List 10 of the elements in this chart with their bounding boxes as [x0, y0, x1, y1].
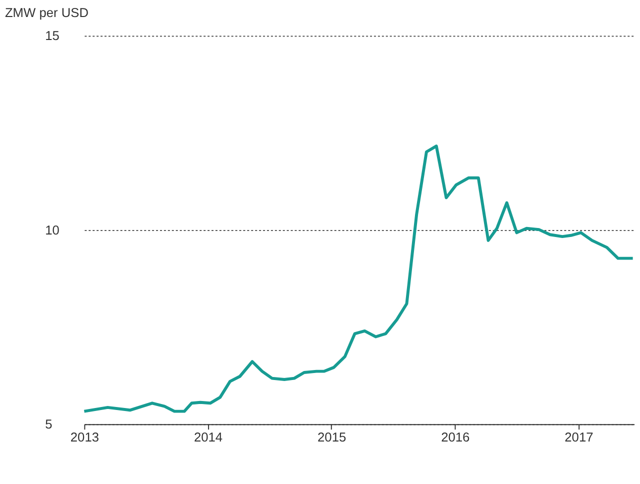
- y-tick-label: 5: [45, 416, 52, 432]
- x-tick-label: 2014: [194, 429, 223, 444]
- y-tick-label: 15: [45, 28, 60, 44]
- x-tick-label: 2016: [441, 429, 470, 444]
- x-tick-label: 2013: [70, 429, 100, 444]
- x-tick-label: 2015: [318, 429, 346, 444]
- x-tick-label: 2017: [564, 429, 594, 444]
- y-tick-label: 10: [45, 222, 60, 238]
- line-series: [82, 144, 634, 413]
- y-axis-title: ZMW per USD: [4, 4, 89, 20]
